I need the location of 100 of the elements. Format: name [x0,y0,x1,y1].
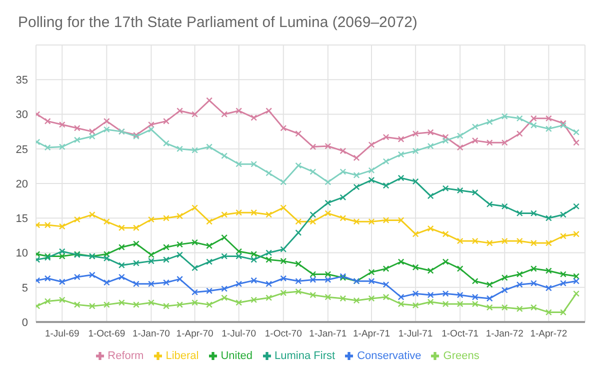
point [573,230,580,238]
point [501,238,508,244]
x-tick-label: 1-Apr-72 [530,328,568,340]
point [58,296,66,304]
point [427,298,434,306]
point [103,250,110,258]
point [192,147,198,154]
point [236,248,242,255]
point [280,258,287,264]
point [133,224,140,232]
point [266,250,272,256]
point [236,280,242,288]
point [250,256,258,263]
point [266,108,272,114]
point [324,294,332,300]
point [58,223,66,230]
y-tick-label: 5 [22,282,28,294]
point [74,124,80,132]
point [340,295,346,302]
point [382,134,390,140]
point [353,172,360,178]
point [74,301,80,308]
point [530,304,537,311]
point [148,252,154,258]
point [236,299,242,306]
point [545,268,552,274]
point [398,300,404,308]
point [221,211,228,218]
point [44,222,51,228]
point [472,278,478,284]
point [486,295,493,302]
point [310,218,316,225]
point [412,230,419,238]
point [118,274,125,280]
point [310,276,316,283]
point [442,137,449,144]
point [44,298,51,304]
point [456,144,464,151]
point [368,278,375,284]
point [427,292,434,298]
point [486,281,493,288]
point [176,108,183,114]
point [573,273,580,280]
point [280,204,287,211]
point [266,294,272,301]
point [530,115,537,122]
point [280,290,287,296]
point [163,302,170,310]
point [295,130,302,137]
point [310,271,316,278]
point [368,142,375,148]
y-tick-label: 20 [16,178,28,190]
point [280,178,287,186]
x-tick-label: 1-Oct-69 [88,328,126,340]
point [545,309,552,316]
point [163,279,170,286]
point [353,184,360,190]
point [103,301,110,308]
point [236,253,242,260]
point [560,309,566,316]
point [88,133,96,140]
point [427,129,434,136]
point [560,232,566,240]
point [324,200,332,206]
point [368,167,375,174]
point [412,290,419,297]
point [501,304,508,311]
point [250,296,258,304]
point [310,168,316,175]
point [221,152,228,159]
point [163,118,170,124]
point [295,278,302,284]
point [382,217,390,224]
point [560,120,566,126]
point [310,211,316,218]
point [501,286,508,294]
point [472,137,478,144]
legend-label: Lumina First [274,350,336,362]
point [192,204,198,211]
point [88,211,96,218]
point [368,268,375,276]
point [573,129,580,136]
point [501,203,508,210]
point [456,300,464,308]
point [266,170,272,176]
point [442,290,449,297]
point [560,211,566,218]
point [176,212,183,220]
point [118,244,125,250]
point [398,136,404,142]
point [163,214,170,222]
y-tick-label: 35 [16,74,28,87]
point [573,139,580,146]
point [472,189,478,196]
point [118,299,125,306]
point [427,268,434,274]
point [58,248,66,255]
y-tick-label: 10 [16,248,28,260]
point [412,264,419,270]
point [148,299,154,306]
